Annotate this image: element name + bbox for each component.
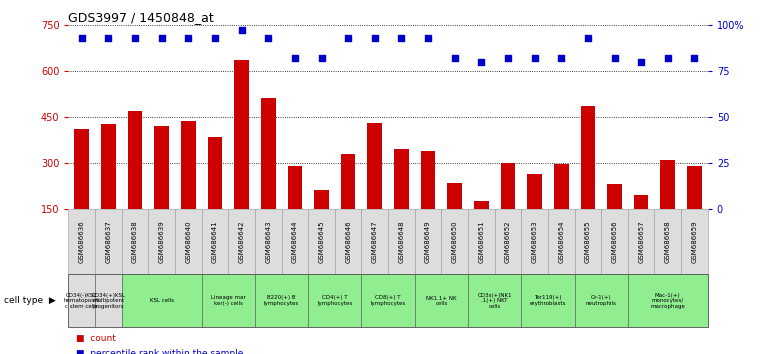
Bar (474, 201, 489, 209)
Point (528, 55, 540, 61)
Bar (527, 173, 542, 209)
Point (422, 35, 434, 40)
Text: GSM686643: GSM686643 (266, 220, 271, 263)
Point (129, 35, 142, 40)
Point (608, 55, 620, 61)
Point (368, 35, 380, 40)
Point (555, 55, 567, 61)
Text: GSM686641: GSM686641 (212, 220, 218, 263)
Text: Mac-1(+)
monocytes/
macrophage: Mac-1(+) monocytes/ macrophage (651, 293, 685, 309)
Point (75, 35, 88, 40)
Point (235, 28, 247, 33)
Text: GSM686659: GSM686659 (692, 220, 697, 263)
Bar (181, 121, 196, 209)
Point (396, 35, 408, 40)
Text: GSM686656: GSM686656 (612, 220, 617, 263)
Text: GSM686654: GSM686654 (559, 220, 564, 263)
Bar (288, 166, 302, 209)
Point (102, 35, 114, 40)
Bar (581, 106, 595, 209)
Text: GSM686645: GSM686645 (319, 220, 324, 263)
Bar (421, 150, 435, 209)
Text: GSM686652: GSM686652 (505, 220, 511, 263)
Text: GSM686636: GSM686636 (79, 220, 84, 263)
Text: B220(+) B
lymphocytes: B220(+) B lymphocytes (264, 296, 299, 306)
Point (448, 55, 460, 61)
Point (581, 35, 594, 40)
Point (475, 59, 487, 64)
Bar (341, 154, 355, 209)
Point (155, 35, 167, 40)
Text: CD4(+) T
lymphocytes: CD4(+) T lymphocytes (317, 296, 352, 306)
Text: GSM686649: GSM686649 (425, 220, 431, 263)
Bar (154, 126, 169, 209)
Point (661, 55, 674, 61)
Text: GSM686657: GSM686657 (638, 220, 644, 263)
Bar (314, 190, 329, 209)
Bar (501, 163, 515, 209)
Text: GSM686639: GSM686639 (159, 220, 164, 263)
Text: ■  percentile rank within the sample: ■ percentile rank within the sample (76, 349, 244, 354)
Text: ■  count: ■ count (76, 333, 116, 343)
Bar (687, 166, 702, 209)
Bar (554, 164, 568, 209)
Text: GSM686644: GSM686644 (292, 220, 298, 263)
Point (688, 55, 700, 61)
Point (288, 55, 301, 61)
Text: Gr-1(+)
neutrophils: Gr-1(+) neutrophils (586, 296, 616, 306)
Text: GSM686648: GSM686648 (399, 220, 404, 263)
Bar (128, 111, 142, 209)
Text: GSM686655: GSM686655 (585, 220, 591, 263)
Text: CD34(+)KSL
multipotent
progenitors: CD34(+)KSL multipotent progenitors (91, 293, 126, 309)
Text: GSM686651: GSM686651 (479, 220, 484, 263)
Point (209, 35, 221, 40)
Point (262, 35, 274, 40)
Text: GSM686650: GSM686650 (452, 220, 457, 263)
Bar (234, 60, 249, 209)
Text: GSM686653: GSM686653 (532, 220, 537, 263)
Text: CD8(+) T
lymphocytes: CD8(+) T lymphocytes (371, 296, 406, 306)
Bar (447, 183, 462, 209)
Text: Lineage mar
ker(-) cells: Lineage mar ker(-) cells (211, 296, 246, 306)
Text: CD3s(+)NK1
.1(+) NKT
cells: CD3s(+)NK1 .1(+) NKT cells (477, 293, 512, 309)
Text: CD34(-)KSL
hematopoieti
c stem cells: CD34(-)KSL hematopoieti c stem cells (63, 293, 100, 309)
Text: KSL cells: KSL cells (150, 298, 174, 303)
Text: GSM686658: GSM686658 (665, 220, 670, 263)
Point (315, 55, 327, 61)
Point (635, 59, 647, 64)
Bar (634, 195, 648, 209)
Point (501, 55, 514, 61)
Bar (101, 125, 116, 209)
Bar (661, 160, 675, 209)
Text: cell type  ▶: cell type ▶ (4, 296, 56, 306)
Bar (208, 137, 222, 209)
Bar (261, 98, 275, 209)
Bar (607, 184, 622, 209)
Point (342, 35, 354, 40)
Bar (75, 129, 89, 209)
Text: GSM686647: GSM686647 (372, 220, 377, 263)
Bar (368, 123, 382, 209)
Text: GSM686646: GSM686646 (345, 220, 351, 263)
Text: GSM686642: GSM686642 (239, 220, 244, 263)
Text: GDS3997 / 1450848_at: GDS3997 / 1450848_at (68, 11, 215, 24)
Point (182, 35, 194, 40)
Text: GSM686637: GSM686637 (106, 220, 111, 263)
Text: GSM686638: GSM686638 (132, 220, 138, 263)
Bar (394, 149, 409, 209)
Text: GSM686640: GSM686640 (186, 220, 191, 263)
Text: NK1.1+ NK
cells: NK1.1+ NK cells (426, 296, 457, 306)
Text: Ter119(+)
erythroblasts: Ter119(+) erythroblasts (530, 296, 566, 306)
